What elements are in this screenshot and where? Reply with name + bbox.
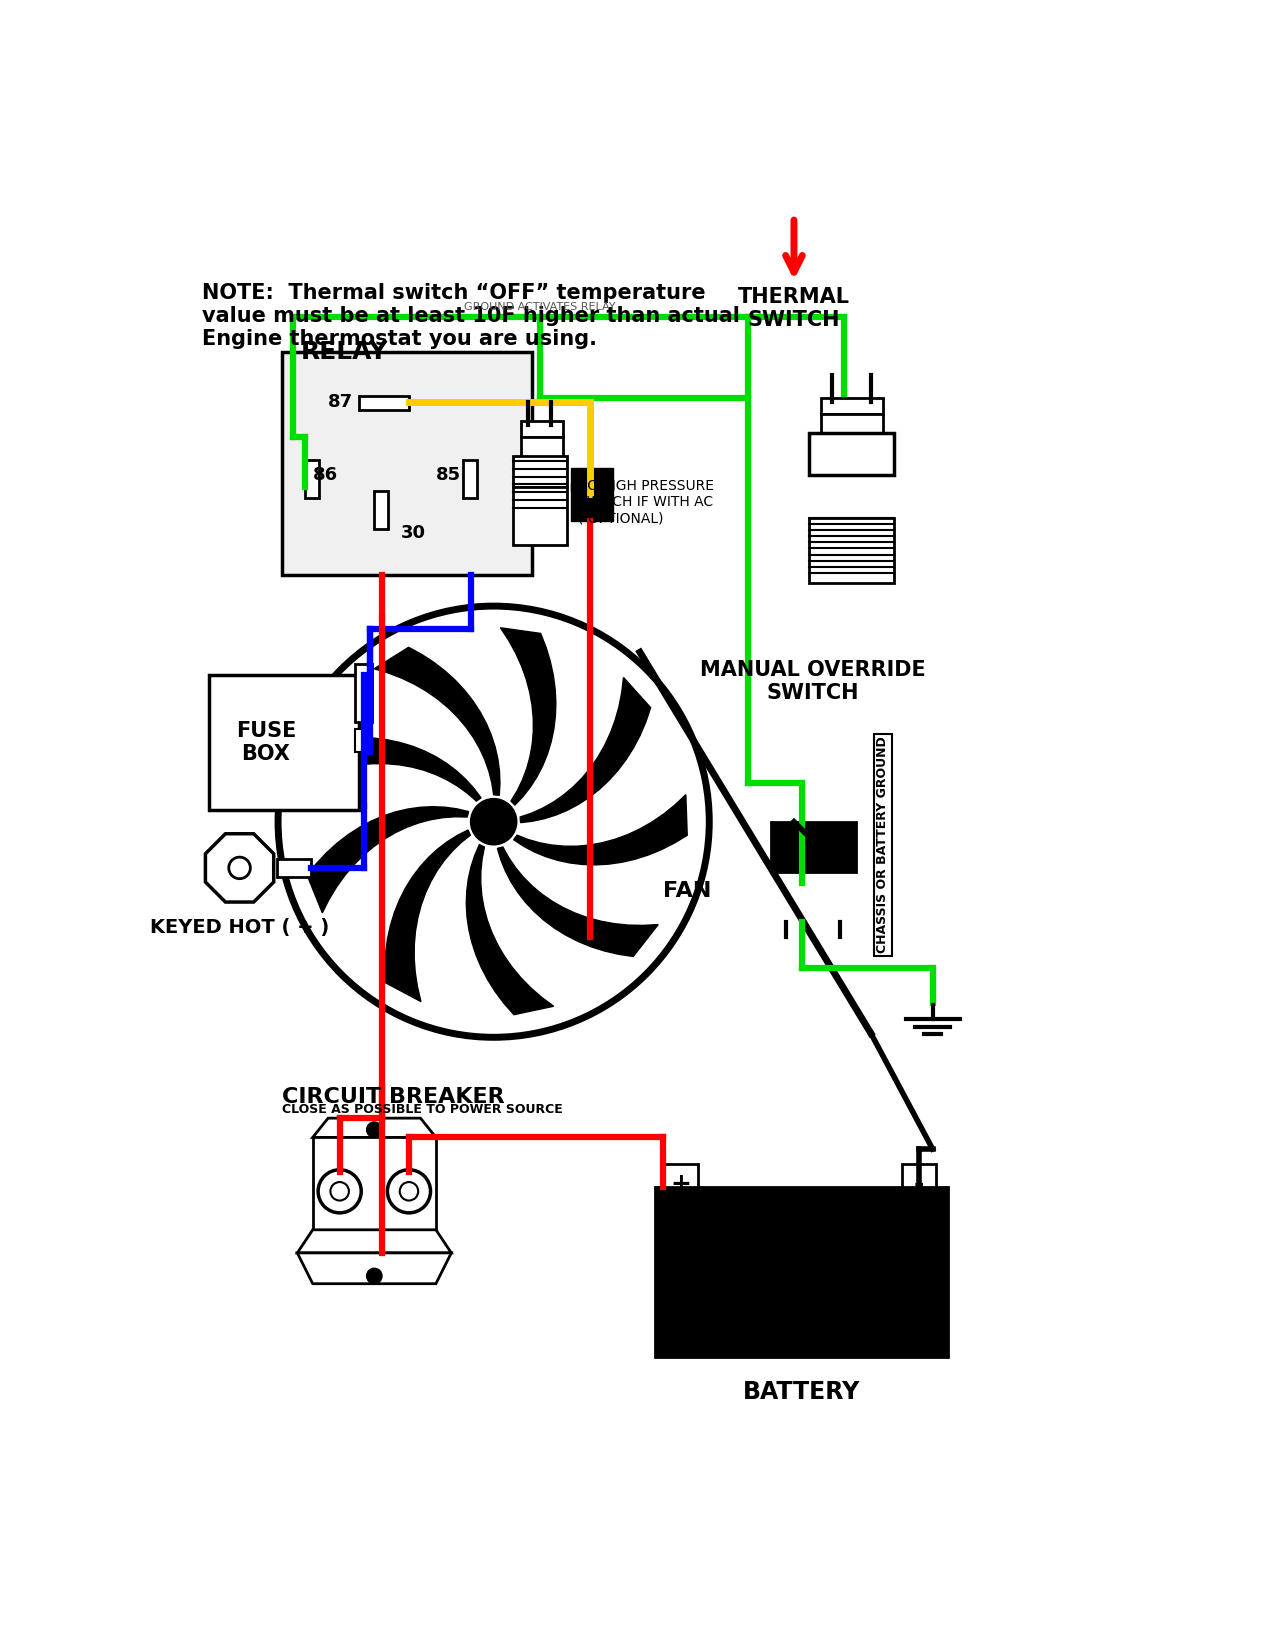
Text: 85: 85 bbox=[436, 467, 462, 483]
Polygon shape bbox=[303, 738, 481, 800]
Bar bbox=[513, 487, 567, 544]
Bar bbox=[305, 460, 319, 498]
Polygon shape bbox=[497, 846, 658, 957]
Bar bbox=[312, 1137, 436, 1229]
Bar bbox=[282, 351, 532, 576]
Bar bbox=[663, 1165, 697, 1188]
Text: AC HIGH PRESSURE
SWITCH IF WITH AC
( OPTIONAL): AC HIGH PRESSURE SWITCH IF WITH AC ( OPT… bbox=[579, 478, 714, 525]
Bar bbox=[655, 1188, 947, 1356]
Bar bbox=[354, 663, 372, 721]
Circle shape bbox=[228, 856, 250, 879]
Text: -: - bbox=[913, 1172, 924, 1196]
Bar bbox=[520, 421, 564, 437]
Bar bbox=[821, 414, 882, 437]
Circle shape bbox=[388, 1170, 431, 1213]
Polygon shape bbox=[312, 1119, 436, 1137]
Bar bbox=[354, 729, 372, 752]
Circle shape bbox=[367, 1269, 382, 1284]
Bar bbox=[360, 396, 409, 409]
Bar bbox=[209, 675, 360, 810]
Bar bbox=[810, 432, 894, 475]
Text: KEYED HOT ( + ): KEYED HOT ( + ) bbox=[150, 917, 329, 937]
Text: GROUND ACTIVATES RELAY: GROUND ACTIVATES RELAY bbox=[464, 302, 616, 312]
Text: CHASSIS OR BATTERY GROUND: CHASSIS OR BATTERY GROUND bbox=[876, 736, 889, 954]
Bar bbox=[771, 822, 856, 871]
Polygon shape bbox=[500, 627, 556, 805]
Bar bbox=[513, 455, 567, 487]
Text: 87: 87 bbox=[328, 393, 353, 411]
Circle shape bbox=[400, 1181, 418, 1201]
Polygon shape bbox=[467, 845, 553, 1015]
Bar bbox=[810, 518, 894, 582]
Text: NOTE:  Thermal switch “OFF” temperature
value must be at least 10F higher than a: NOTE: Thermal switch “OFF” temperature v… bbox=[201, 282, 740, 350]
Polygon shape bbox=[514, 795, 687, 865]
Circle shape bbox=[330, 1181, 349, 1201]
Text: BATTERY: BATTERY bbox=[743, 1379, 861, 1404]
Text: THERMAL
SWITCH: THERMAL SWITCH bbox=[738, 287, 850, 330]
Bar bbox=[571, 483, 613, 521]
Polygon shape bbox=[297, 1252, 451, 1284]
Bar bbox=[520, 437, 564, 460]
Bar bbox=[901, 1165, 936, 1188]
Polygon shape bbox=[374, 647, 500, 795]
Bar bbox=[277, 858, 311, 878]
Polygon shape bbox=[297, 1229, 451, 1252]
Circle shape bbox=[317, 1170, 361, 1213]
Polygon shape bbox=[205, 833, 274, 903]
Text: FAN: FAN bbox=[663, 881, 711, 901]
Bar bbox=[463, 460, 477, 498]
Text: FUSE
BOX: FUSE BOX bbox=[236, 721, 296, 764]
Circle shape bbox=[367, 1122, 382, 1137]
Text: 30: 30 bbox=[402, 525, 426, 541]
Polygon shape bbox=[520, 678, 650, 823]
Circle shape bbox=[470, 799, 516, 845]
Bar bbox=[821, 398, 882, 414]
Bar bbox=[571, 467, 613, 490]
Bar bbox=[375, 490, 388, 530]
Text: MANUAL OVERRIDE
SWITCH: MANUAL OVERRIDE SWITCH bbox=[700, 660, 926, 703]
Text: CLOSE AS POSSIBLE TO POWER SOURCE: CLOSE AS POSSIBLE TO POWER SOURCE bbox=[282, 1102, 562, 1115]
Text: RELAY: RELAY bbox=[301, 340, 389, 365]
Text: +: + bbox=[671, 1172, 691, 1196]
Text: 86: 86 bbox=[312, 467, 338, 483]
Polygon shape bbox=[307, 807, 469, 912]
Polygon shape bbox=[385, 830, 470, 1002]
Text: CIRCUIT BREAKER: CIRCUIT BREAKER bbox=[282, 1087, 505, 1107]
